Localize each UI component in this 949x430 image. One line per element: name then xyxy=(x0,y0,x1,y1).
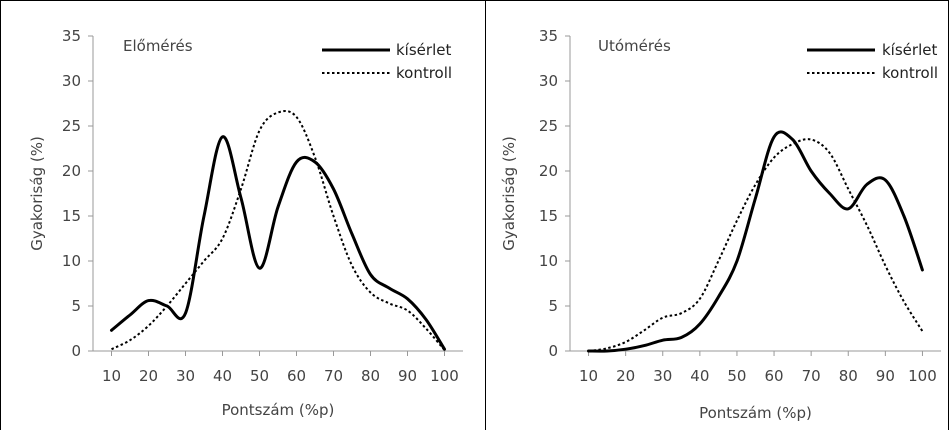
x-tick-label: 60 xyxy=(765,367,784,385)
x-tick-label: 90 xyxy=(876,367,895,385)
y-axis-title: Gyakoriság (%) xyxy=(500,136,518,251)
x-tick-label: 80 xyxy=(361,367,380,385)
x-axis-title: Pontszám (%p) xyxy=(222,401,335,419)
x-tick-label: 50 xyxy=(250,367,269,385)
y-tick-label: 25 xyxy=(62,117,81,135)
x-tick-label: 20 xyxy=(139,367,158,385)
x-tick-label: 10 xyxy=(579,367,598,385)
y-tick-label: 25 xyxy=(539,117,558,135)
x-tick-label: 100 xyxy=(908,367,937,385)
x-tick-label: 80 xyxy=(839,367,858,385)
legend-label: kísérlet xyxy=(882,41,937,59)
legend-label: kontroll xyxy=(882,64,938,82)
x-tick-label: 20 xyxy=(616,367,635,385)
x-tick-label: 30 xyxy=(653,367,672,385)
x-tick-label: 70 xyxy=(324,367,343,385)
y-tick-label: 30 xyxy=(539,72,558,90)
y-tick-label: 35 xyxy=(62,27,81,45)
legend-label: kísérlet xyxy=(396,41,451,59)
series-line-kontroll xyxy=(111,109,446,351)
x-axis-title: Pontszám (%p) xyxy=(699,404,812,422)
x-tick-label: 60 xyxy=(287,367,306,385)
y-axis-title: Gyakoriság (%) xyxy=(28,136,46,251)
legend-label: kontroll xyxy=(396,64,452,82)
x-tick-label: 30 xyxy=(176,367,195,385)
y-tick-label: 20 xyxy=(62,162,81,180)
x-tick-label: 10 xyxy=(102,367,121,385)
chart-post-measurement: 0 5 10 15 20 25 30 35 10 20 30 40 50 60 70 80 90 100 Ponts… xyxy=(486,0,949,430)
panel-title: Előmérés xyxy=(123,37,193,55)
y-tick-label: 5 xyxy=(71,297,81,315)
y-tick-label: 20 xyxy=(539,162,558,180)
y-tick-label: 5 xyxy=(548,297,558,315)
x-tick-label: 90 xyxy=(398,367,417,385)
series-line-kiserlet xyxy=(587,130,924,353)
y-tick-label: 0 xyxy=(548,342,558,360)
chart-pre-measurement: 0 5 10 15 20 25 30 35 10 20 30 40 50 60 70 80 90 100 Ponts… xyxy=(0,0,486,430)
panel-title: Utómérés xyxy=(598,37,671,55)
y-tick-label: 30 xyxy=(62,72,81,90)
y-tick-label: 15 xyxy=(539,207,558,225)
y-tick-label: 15 xyxy=(62,207,81,225)
series-line-kiserlet xyxy=(110,135,446,351)
y-tick-label: 10 xyxy=(539,252,558,270)
series-line-kontroll xyxy=(588,138,924,352)
y-tick-label: 10 xyxy=(62,252,81,270)
y-tick-label: 35 xyxy=(539,27,558,45)
x-tick-label: 70 xyxy=(802,367,821,385)
x-tick-label: 100 xyxy=(430,367,459,385)
x-tick-label: 40 xyxy=(690,367,709,385)
x-tick-label: 50 xyxy=(727,367,746,385)
x-tick-label: 40 xyxy=(213,367,232,385)
y-tick-label: 0 xyxy=(71,342,81,360)
